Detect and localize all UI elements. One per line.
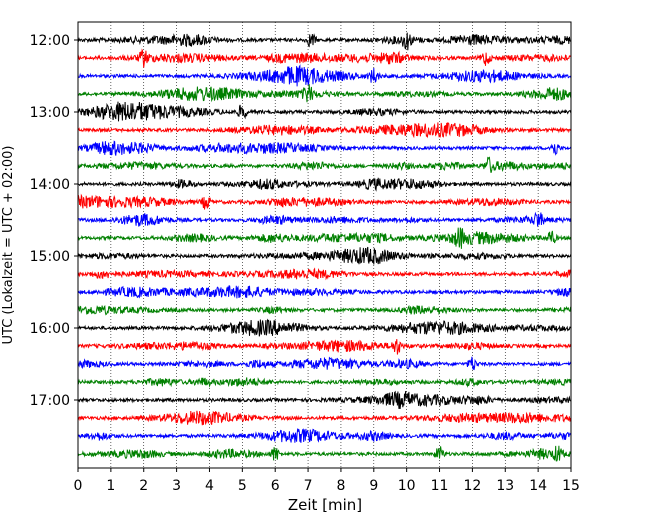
x-tick-label: 6 xyxy=(271,478,280,494)
x-tick-label: 14 xyxy=(529,478,547,494)
seismic-trace xyxy=(77,122,572,139)
seismic-trace xyxy=(77,246,572,265)
x-tick-label: 7 xyxy=(304,478,313,494)
y-tick-label: 13:00 xyxy=(30,105,70,121)
x-tick-label: 3 xyxy=(172,478,181,494)
x-tick-label: 2 xyxy=(139,478,148,494)
x-tick-label: 5 xyxy=(238,478,247,494)
seismic-trace xyxy=(77,377,572,388)
x-tick-label: 4 xyxy=(205,478,214,494)
seismic-trace xyxy=(77,227,571,249)
seismic-trace xyxy=(77,48,572,68)
seismic-trace xyxy=(78,428,572,443)
x-tick-label: 8 xyxy=(336,478,345,494)
x-tick-label: 1 xyxy=(106,478,115,494)
seismic-trace xyxy=(77,339,572,355)
seismic-trace xyxy=(77,410,572,426)
seismic-trace xyxy=(77,177,572,192)
x-axis-ticks: 0 1 2 3 4 5 6 7 8 9 10 11 12 13 14 15 xyxy=(74,468,580,494)
x-tick-label: 11 xyxy=(431,478,449,494)
y-tick-label: 14:00 xyxy=(30,177,70,193)
seismic-trace xyxy=(77,318,572,337)
x-axis-label: Zeit [min] xyxy=(288,496,362,514)
seismic-trace xyxy=(77,356,572,371)
seismic-trace xyxy=(77,64,572,87)
seismic-trace xyxy=(77,140,572,156)
y-tick-label: 16:00 xyxy=(30,321,70,337)
y-axis-ticks: 12:00 13:00 14:00 15:00 16:00 17:00 xyxy=(30,33,78,409)
y-tick-label: 17:00 xyxy=(30,393,70,409)
seismic-trace xyxy=(77,267,572,281)
x-tick-label: 10 xyxy=(398,478,416,494)
seismic-trace xyxy=(77,101,572,122)
x-tick-label: 9 xyxy=(369,478,378,494)
seismic-trace xyxy=(77,304,572,316)
seismic-trace xyxy=(77,284,572,299)
x-tick-label: 12 xyxy=(463,478,481,494)
trace-layer xyxy=(77,32,572,462)
y-tick-label: 15:00 xyxy=(30,249,70,265)
y-tick-label: 12:00 xyxy=(30,33,70,49)
seismic-trace xyxy=(77,84,572,103)
seismic-trace xyxy=(77,445,572,462)
seismic-trace xyxy=(77,211,572,227)
seismic-trace xyxy=(77,156,572,173)
x-tick-label: 0 xyxy=(74,478,83,494)
x-tick-label: 15 xyxy=(562,478,580,494)
y-axis-label: UTC (Lokalzeit = UTC + 02:00) xyxy=(1,146,16,345)
seismic-trace xyxy=(78,32,572,51)
seismic-trace xyxy=(77,390,572,410)
x-tick-label: 13 xyxy=(496,478,514,494)
plot-frame xyxy=(77,21,572,469)
seismic-trace xyxy=(77,193,572,210)
